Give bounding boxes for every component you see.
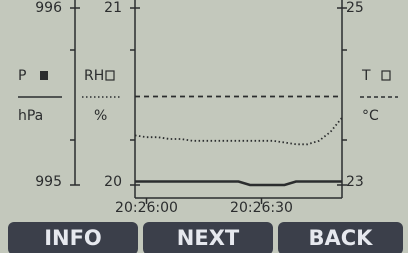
x-tick-label: 20:26:00 xyxy=(115,200,178,216)
axis-unit: °C xyxy=(362,108,379,124)
x-tick-label: 20:26:30 xyxy=(230,200,293,216)
axis-label: T xyxy=(361,68,371,84)
button-label: BACK xyxy=(309,226,374,250)
y-tick-label: 25 xyxy=(346,0,364,16)
device-screen: INFO NEXT BACK 995 996 PhPa 20 21 RH% 23 25 T °C 20:… xyxy=(0,0,408,253)
series-line xyxy=(135,182,342,186)
axis-frame xyxy=(18,0,398,198)
axis-label: P xyxy=(18,68,26,84)
y-tick-label: 995 xyxy=(35,174,62,190)
button-label: INFO xyxy=(44,226,102,250)
softkey-button[interactable]: BACK xyxy=(278,222,403,253)
axis-label: RH xyxy=(84,68,104,84)
series-line xyxy=(135,118,342,145)
axis-unit: hPa xyxy=(18,108,43,124)
y-tick-label: 21 xyxy=(104,0,122,16)
softkey-button[interactable]: NEXT xyxy=(143,222,273,253)
button-bar: INFO NEXT BACK xyxy=(8,222,403,253)
y-tick-label: 23 xyxy=(346,174,364,190)
y-tick-label: 20 xyxy=(104,174,122,190)
softkey-button[interactable]: INFO xyxy=(8,222,138,253)
axis-unit: % xyxy=(94,108,107,124)
button-label: NEXT xyxy=(177,226,240,250)
y-tick-label: 996 xyxy=(35,0,62,16)
